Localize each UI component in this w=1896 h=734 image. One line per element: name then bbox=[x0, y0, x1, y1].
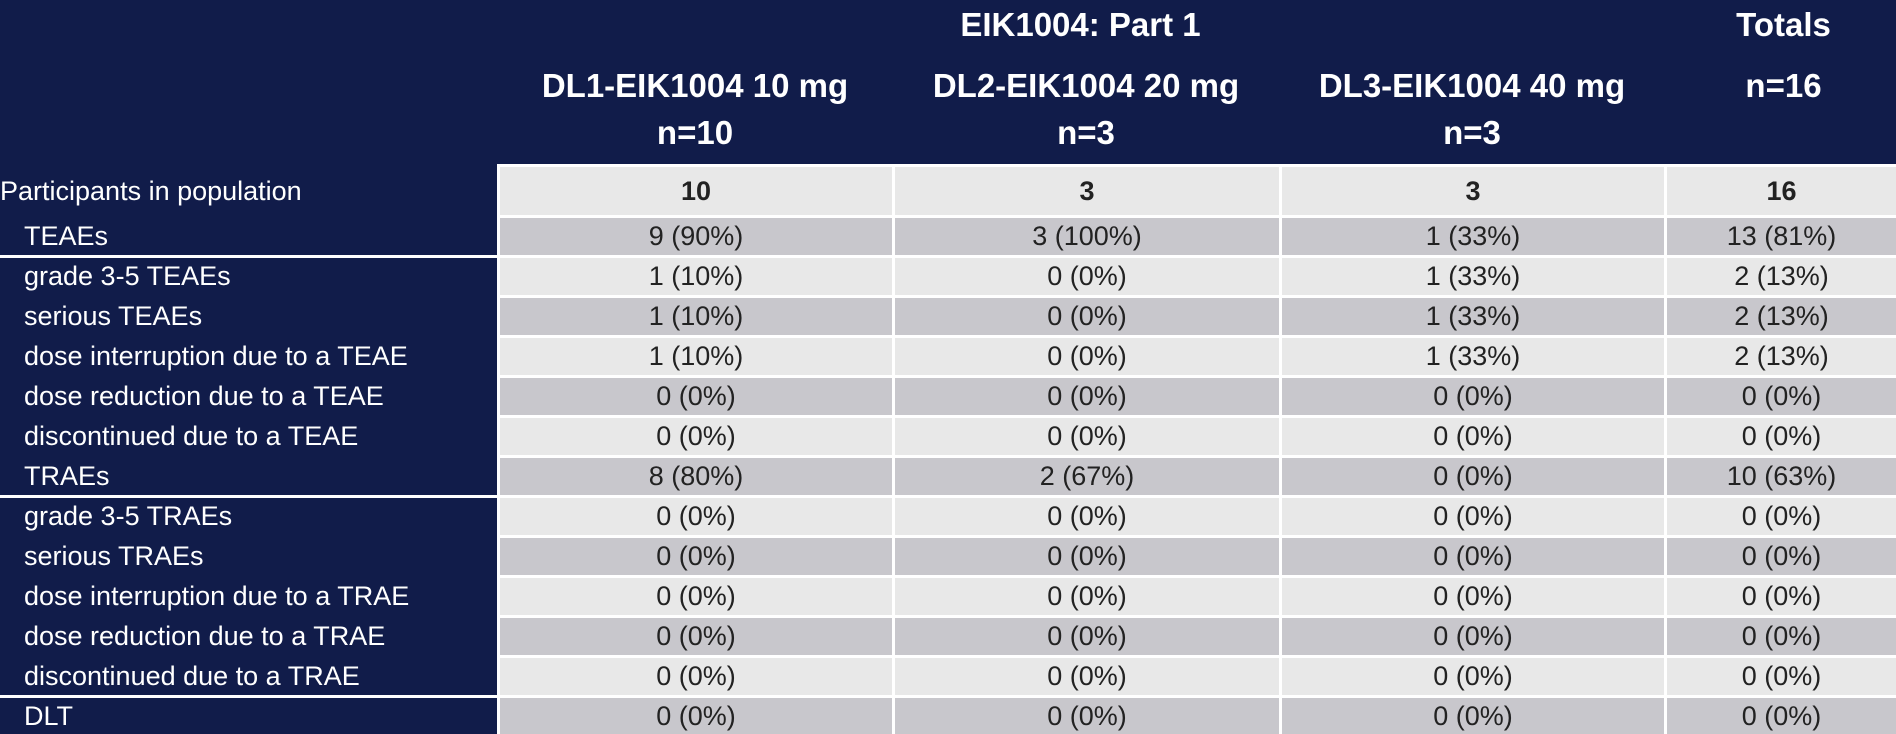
cell-value: 0 (0%) bbox=[895, 618, 1279, 655]
table-row: TEAEs 9 (90%) 3 (100%) 1 (33%) 13 (81%) bbox=[0, 218, 1896, 255]
cell-value: 0 (0%) bbox=[895, 258, 1279, 295]
table-row: DLT 0 (0%) 0 (0%) 0 (0%) 0 (0%) bbox=[0, 698, 1896, 734]
table-row: dose reduction due to a TEAE 0 (0%) 0 (0%)… bbox=[0, 378, 1896, 415]
totals-n: n=16 bbox=[1745, 67, 1822, 104]
cell-value: 0 (0%) bbox=[1667, 418, 1896, 455]
cell-value: 9 (90%) bbox=[500, 218, 892, 255]
cell-value: 0 (0%) bbox=[1282, 378, 1664, 415]
row-label: dose reduction due to a TRAE bbox=[0, 618, 497, 655]
cell-value: 0 (0%) bbox=[895, 298, 1279, 335]
cell-value: 0 (0%) bbox=[895, 498, 1279, 535]
row-label: dose interruption due to a TRAE bbox=[0, 578, 497, 615]
cell-value: 0 (0%) bbox=[1667, 498, 1896, 535]
cell-value: 0 (0%) bbox=[1667, 698, 1896, 734]
cell-value: 1 (33%) bbox=[1282, 338, 1664, 375]
cell-value: 10 bbox=[500, 167, 892, 215]
table-row: TRAEs 8 (80%) 2 (67%) 0 (0%) 10 (63%) bbox=[0, 458, 1896, 495]
column-n: n=10 bbox=[656, 114, 734, 151]
table-row: serious TEAEs 1 (10%) 0 (0%) 1 (33%) 2 (13%) bbox=[0, 298, 1896, 335]
cell-value: 3 (100%) bbox=[895, 218, 1279, 255]
table-row: dose reduction due to a TRAE 0 (0%) 0 (0%)… bbox=[0, 618, 1896, 655]
row-label: dose interruption due to a TEAE bbox=[0, 338, 497, 375]
cell-value: 0 (0%) bbox=[895, 578, 1279, 615]
cell-value: 0 (0%) bbox=[1282, 578, 1664, 615]
cell-value: 0 (0%) bbox=[500, 658, 892, 695]
table-body: Participants in population 10 3 3 16 TEAEs 9 (… bbox=[0, 164, 1896, 734]
cell-value: 0 (0%) bbox=[1282, 458, 1664, 495]
cell-value: 0 (0%) bbox=[895, 698, 1279, 734]
cell-value: 0 (0%) bbox=[895, 338, 1279, 375]
row-label: serious TEAEs bbox=[0, 298, 497, 335]
cell-value: 0 (0%) bbox=[500, 378, 892, 415]
cell-value: 2 (13%) bbox=[1667, 338, 1896, 375]
row-label: Participants in population bbox=[0, 167, 497, 215]
cell-value: 1 (10%) bbox=[500, 298, 892, 335]
table-row: grade 3-5 TRAEs 0 (0%) 0 (0%) 0 (0%) 0 (0%) bbox=[0, 498, 1896, 535]
column-n: n=3 bbox=[1443, 114, 1501, 151]
cell-value: 0 (0%) bbox=[1282, 658, 1664, 695]
cell-value: 3 bbox=[1282, 167, 1664, 215]
row-label: discontinued due to a TEAE bbox=[0, 418, 497, 455]
table-row: grade 3-5 TEAEs 1 (10%) 0 (0%) 1 (33%) 2 (13… bbox=[0, 258, 1896, 295]
cell-value: 0 (0%) bbox=[895, 418, 1279, 455]
cell-value: 0 (0%) bbox=[1667, 658, 1896, 695]
cell-value: 3 bbox=[895, 167, 1279, 215]
cell-value: 1 (33%) bbox=[1282, 298, 1664, 335]
table-row: discontinued due to a TEAE 0 (0%) 0 (0%) 0 … bbox=[0, 418, 1896, 455]
table-row: serious TRAEs 0 (0%) 0 (0%) 0 (0%) 0 (0%) bbox=[0, 538, 1896, 575]
cell-value: 0 (0%) bbox=[1282, 698, 1664, 734]
table-row: discontinued due to a TRAE 0 (0%) 0 (0%) 0 … bbox=[0, 658, 1896, 695]
column-name: DL1-EIK1004 10 mg bbox=[541, 67, 849, 104]
row-label: grade 3-5 TRAEs bbox=[0, 498, 497, 535]
table-row: Participants in population 10 3 3 16 bbox=[0, 167, 1896, 215]
cell-value: 0 (0%) bbox=[500, 538, 892, 575]
group-title: EIK1004: Part 1 bbox=[960, 6, 1201, 43]
row-label: TRAEs bbox=[0, 458, 497, 495]
cell-value: 0 (0%) bbox=[1667, 538, 1896, 575]
column-n: n=3 bbox=[1057, 114, 1115, 151]
cell-value: 0 (0%) bbox=[1282, 538, 1664, 575]
row-label: DLT bbox=[0, 698, 497, 734]
cell-value: 0 (0%) bbox=[1282, 498, 1664, 535]
totals-title: Totals bbox=[1736, 6, 1831, 43]
column-name: DL3-EIK1004 40 mg bbox=[1318, 67, 1626, 104]
cell-value: 2 (67%) bbox=[895, 458, 1279, 495]
table-row: dose interruption due to a TEAE 1 (10%) 0 … bbox=[0, 338, 1896, 375]
table-row: dose interruption due to a TRAE 0 (0%) 0 (… bbox=[0, 578, 1896, 615]
cell-value: 0 (0%) bbox=[1667, 618, 1896, 655]
cell-value: 0 (0%) bbox=[895, 378, 1279, 415]
row-label: discontinued due to a TRAE bbox=[0, 658, 497, 695]
cell-value: 1 (33%) bbox=[1282, 218, 1664, 255]
table-header: EIK1004: Part 1 Totals n=16 DL1-EIK1004 … bbox=[0, 0, 1896, 164]
cell-value: 2 (13%) bbox=[1667, 258, 1896, 295]
cell-value: 8 (80%) bbox=[500, 458, 892, 495]
row-label: serious TRAEs bbox=[0, 538, 497, 575]
cell-value: 1 (10%) bbox=[500, 258, 892, 295]
cell-value: 0 (0%) bbox=[1282, 418, 1664, 455]
cell-value: 0 (0%) bbox=[500, 618, 892, 655]
cell-value: 0 (0%) bbox=[500, 418, 892, 455]
cell-value: 0 (0%) bbox=[1667, 378, 1896, 415]
cell-value: 0 (0%) bbox=[895, 658, 1279, 695]
cell-value: 16 bbox=[1667, 167, 1896, 215]
column-name: DL2-EIK1004 20 mg bbox=[932, 67, 1240, 104]
cell-value: 1 (33%) bbox=[1282, 258, 1664, 295]
cell-value: 0 (0%) bbox=[500, 498, 892, 535]
cell-value: 13 (81%) bbox=[1667, 218, 1896, 255]
cell-value: 1 (10%) bbox=[500, 338, 892, 375]
row-label: TEAEs bbox=[0, 218, 497, 255]
cell-value: 0 (0%) bbox=[1667, 578, 1896, 615]
cell-value: 0 (0%) bbox=[1282, 618, 1664, 655]
cell-value: 10 (63%) bbox=[1667, 458, 1896, 495]
cell-value: 0 (0%) bbox=[500, 578, 892, 615]
row-label: grade 3-5 TEAEs bbox=[0, 258, 497, 295]
row-label: dose reduction due to a TEAE bbox=[0, 378, 497, 415]
cell-value: 0 (0%) bbox=[500, 698, 892, 734]
cell-value: 2 (13%) bbox=[1667, 298, 1896, 335]
cell-value: 0 (0%) bbox=[895, 538, 1279, 575]
